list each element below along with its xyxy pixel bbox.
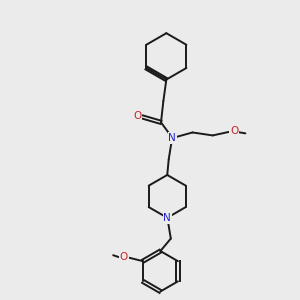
Text: O: O — [133, 111, 141, 121]
Text: O: O — [119, 252, 128, 262]
Text: N: N — [168, 133, 176, 143]
Text: N: N — [164, 213, 171, 223]
Text: O: O — [230, 126, 238, 136]
